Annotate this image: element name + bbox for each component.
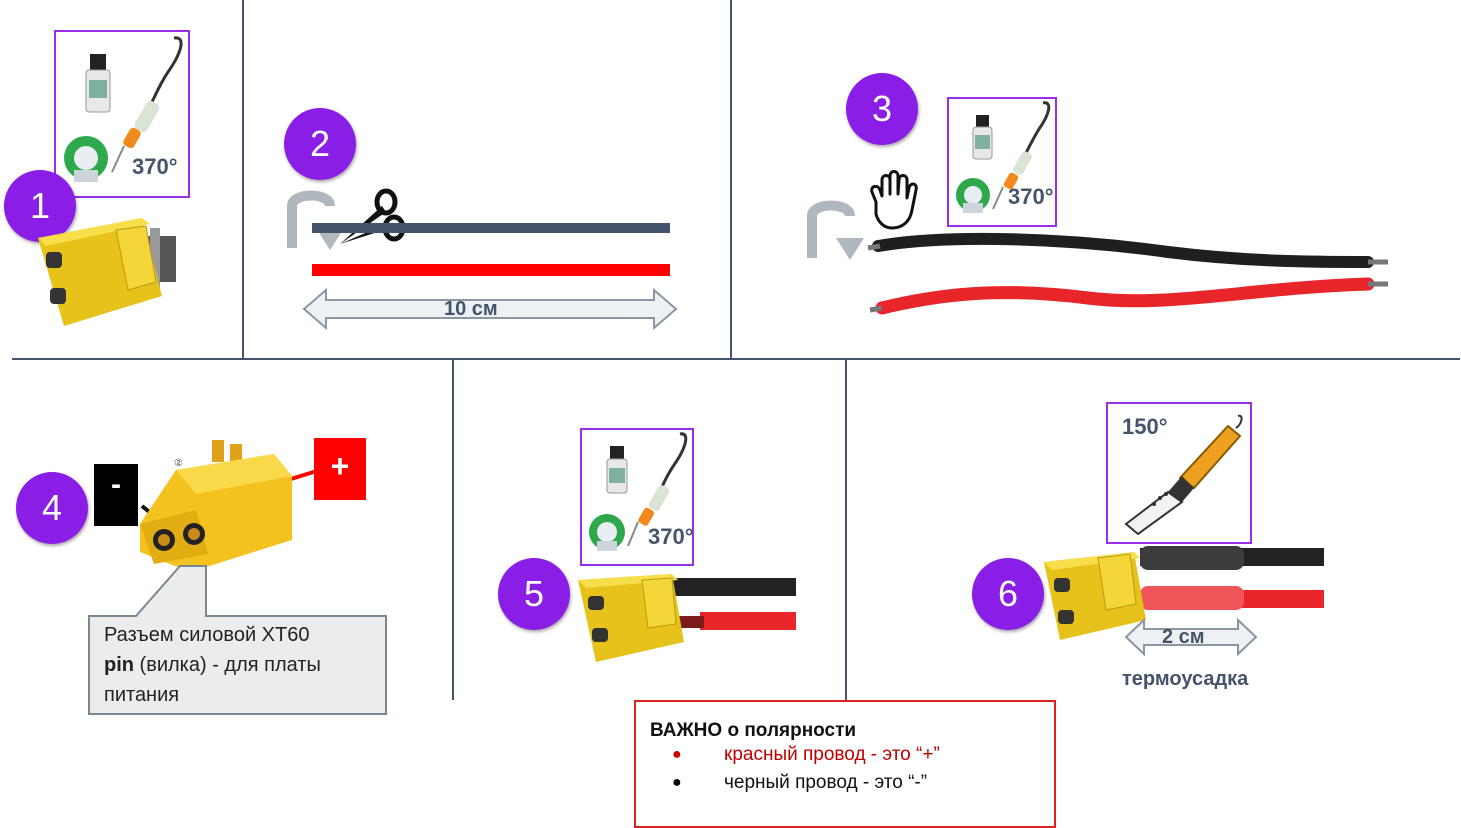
heat-gun-box: [1106, 402, 1252, 544]
soldering-kit-box-5: [580, 428, 694, 566]
callout-line-1: Разъем силовой XT60: [104, 624, 310, 646]
shrink-length-arrow-icon: [1124, 617, 1258, 657]
minus-tag: [94, 464, 138, 526]
connector-callout-text: Разъем силовой XT60 pin (вилка) - для пл…: [104, 620, 384, 710]
callout-line-2: pin (вилка) - для платы: [104, 650, 384, 680]
separator-vertical-2: [730, 0, 732, 358]
step-badge-4: 4: [16, 472, 88, 544]
polarity-note-box: ВАЖНО о полярности ● красный провод - эт…: [634, 700, 1056, 828]
step-badge-5: 5: [498, 558, 570, 630]
xt60-pin-connector-icon: ②: [140, 440, 321, 572]
shrink-length-label: 2 см: [1162, 626, 1205, 648]
black-wire-note: черный провод - это “-”: [724, 772, 928, 793]
soldering-kit-box-3: [947, 97, 1057, 227]
xt60-connector-icon-1: [38, 218, 176, 326]
temperature-label-3: 370°: [1008, 184, 1054, 209]
stripped-wires-icon: [867, 232, 1388, 315]
connector-with-wires-icon-5: [578, 574, 796, 662]
step-badge-6: 6: [972, 558, 1044, 630]
scissors-icon: [340, 188, 406, 244]
minus-tag-label: -: [111, 468, 121, 501]
svg-text:②: ②: [174, 458, 183, 469]
red-wire-note: красный провод - это “+”: [724, 744, 940, 765]
connector-with-heatshrink-icon: [1044, 546, 1324, 640]
step-badge-2: 2: [284, 108, 356, 180]
step-badge-3: 3: [846, 73, 918, 145]
plus-tag-label: +: [330, 448, 350, 484]
wire-red-2: [312, 264, 670, 276]
step-badge-1: 1: [4, 170, 76, 242]
rotate-arrow-icon-3: [807, 200, 864, 260]
plus-tag: [314, 438, 366, 500]
separator-vertical-1: [242, 0, 244, 358]
rotate-arrow-icon-2: [287, 190, 344, 250]
heat-gun-icon: [1124, 414, 1243, 536]
callout-line-2-rest: (вилка) - для платы: [134, 654, 321, 676]
soldering-kit-icon: [589, 432, 688, 551]
connector-callout-box: [88, 565, 387, 715]
hand-icon: [870, 170, 918, 230]
separator-horizontal: [12, 358, 1460, 360]
polarity-note-title: ВАЖНО о полярности: [650, 720, 857, 741]
separator-vertical-3: [452, 360, 454, 700]
soldering-kit-box-1: [54, 30, 190, 198]
callout-line-3: питания: [104, 684, 180, 706]
temperature-label-1: 370°: [132, 154, 178, 179]
wire-dark-2: [312, 223, 670, 233]
soldering-kit-icon: [956, 101, 1051, 213]
temperature-label-5: 370°: [648, 524, 694, 549]
length-arrow-icon: [302, 287, 678, 331]
red-bullet-icon: ●: [672, 746, 682, 763]
wire-length-label: 10 см: [444, 298, 498, 320]
soldering-kit-icon: [64, 36, 183, 182]
separator-vertical-4: [845, 360, 847, 700]
callout-pin-bold: pin: [104, 654, 134, 676]
shrink-label: термоусадка: [1122, 668, 1249, 690]
black-bullet-icon: ●: [672, 774, 682, 791]
temperature-label-6: 150°: [1122, 414, 1168, 439]
